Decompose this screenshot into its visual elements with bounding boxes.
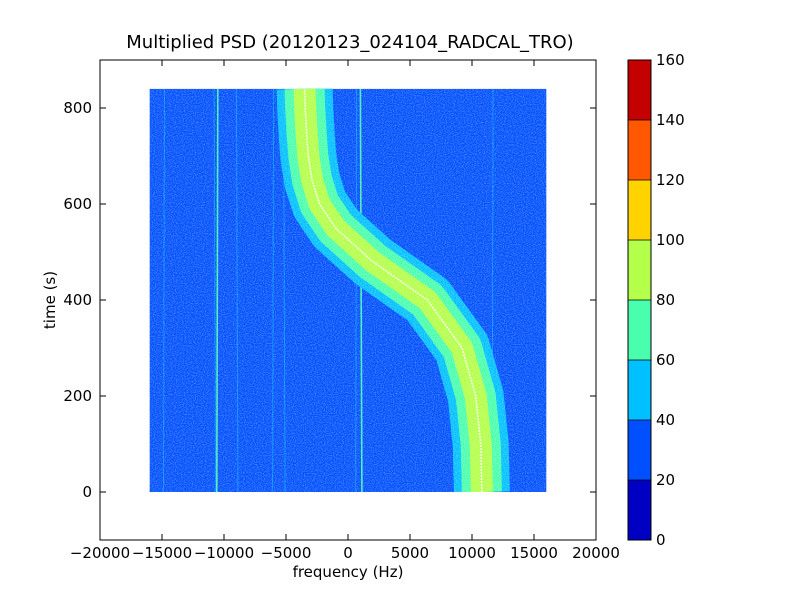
colorbar-tick-label: 100 xyxy=(656,231,685,249)
y-tick-label: 200 xyxy=(63,387,92,405)
x-tick-label: −5000 xyxy=(261,544,312,562)
colorbar: 0 20 40 60 80 100 120 140 160 xyxy=(627,51,685,549)
x-tick-label: −20000 xyxy=(70,544,130,562)
colorbar-segment xyxy=(628,360,651,420)
colorbar-tick-label: 160 xyxy=(656,51,685,69)
colorbar-tick-label: 120 xyxy=(656,171,685,189)
heatmap-image xyxy=(149,88,547,493)
colorbar-tick-label: 20 xyxy=(656,471,675,489)
x-tick-label: 20000 xyxy=(572,544,620,562)
x-axis: −20000 −15000 −10000 −5000 0 5000 10000 15000 20… xyxy=(70,60,620,562)
colorbar-tick-label: 60 xyxy=(656,351,675,369)
colorbar-segment xyxy=(628,180,651,240)
plot-area xyxy=(149,88,547,493)
y-tick-label: 0 xyxy=(82,483,92,501)
colorbar-segment xyxy=(628,120,651,180)
colorbar-tick-label: 0 xyxy=(656,531,666,549)
y-axis: 0 200 400 600 800 xyxy=(63,99,596,501)
colorbar-segment xyxy=(628,480,651,540)
y-tick-label: 600 xyxy=(63,195,92,213)
x-tick-label: 10000 xyxy=(448,544,496,562)
noise-overlay xyxy=(149,88,547,493)
colorbar-segment xyxy=(628,420,651,480)
x-axis-label: frequency (Hz) xyxy=(293,563,404,581)
colorbar-tick-label: 140 xyxy=(656,111,685,129)
x-tick-label: −10000 xyxy=(194,544,254,562)
x-tick-label: 0 xyxy=(343,544,353,562)
x-tick-label: −15000 xyxy=(132,544,192,562)
y-axis-label: time (s) xyxy=(41,271,59,329)
colorbar-segment xyxy=(628,300,651,360)
chart-title: Multiplied PSD (20120123_024104_RADCAL_T… xyxy=(126,32,573,53)
colorbar-segment xyxy=(628,240,651,300)
y-tick-label: 800 xyxy=(63,99,92,117)
y-tick-label: 400 xyxy=(63,291,92,309)
x-tick-label: 5000 xyxy=(391,544,429,562)
colorbar-tick-label: 40 xyxy=(656,411,675,429)
colorbar-segment xyxy=(628,60,651,120)
colorbar-tick-label: 80 xyxy=(656,291,675,309)
x-tick-label: 15000 xyxy=(510,544,558,562)
